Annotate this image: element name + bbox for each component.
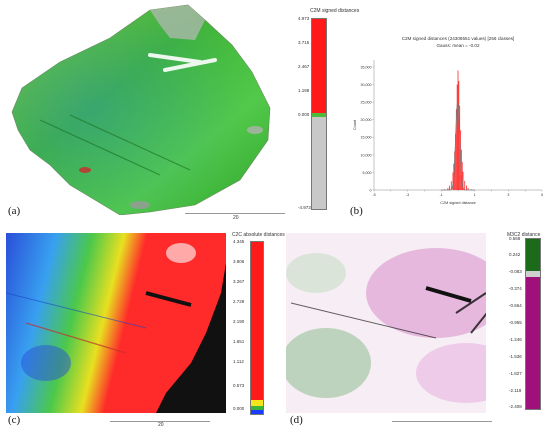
tick-d: -1.536 <box>509 354 522 359</box>
scalebar-c <box>250 241 264 415</box>
x-axis-label: C2M signed distance <box>440 201 475 205</box>
tick-c: 2.728 <box>233 299 245 304</box>
tick-a: 1.198 <box>298 88 310 93</box>
tick-d: 0.242 <box>509 252 521 257</box>
x-tick-label: -1 <box>440 193 443 197</box>
y-tick-label: 35,000 <box>361 65 372 69</box>
panel-c: C2C absolute distances 4.345 3.806 3.267… <box>0 228 285 437</box>
y-axis-label: Count <box>353 119 357 130</box>
gauss-curve <box>441 100 475 191</box>
tick-a: 3.715 <box>298 40 310 45</box>
histogram-bar <box>462 171 464 190</box>
scale-line-c <box>110 421 210 422</box>
histogram-bar <box>456 84 458 190</box>
x-tick-label: -5 <box>372 193 375 197</box>
tick-d: -2.408 <box>509 404 522 409</box>
point-cloud-d <box>286 233 502 413</box>
tick-a: 2.467 <box>298 64 310 69</box>
y-tick-label: 25,000 <box>361 101 372 105</box>
tick-d: -1.827 <box>509 371 522 376</box>
tick-d: -0.955 <box>509 320 522 325</box>
scale-line-d <box>392 421 492 422</box>
histogram-bar <box>458 81 460 190</box>
x-tick-label: 5 <box>541 193 543 197</box>
scalebar-title-d: M3C2 distance <box>507 232 541 238</box>
tick-a: -4.973 <box>298 205 311 210</box>
chart-title: C2M signed distances (24306551 values) [… <box>402 36 515 41</box>
tick-a: 4.973 <box>298 16 310 21</box>
point-cloud-c <box>6 233 226 413</box>
tick-c: 3.806 <box>233 259 245 264</box>
scalebar-a <box>311 18 327 210</box>
scalebar-c-green <box>251 406 263 410</box>
y-tick-label: 5,000 <box>363 171 372 175</box>
tick-d: -0.083 <box>509 269 522 274</box>
tick-c: 1.651 <box>233 339 245 344</box>
panel-label-a: (a) <box>8 205 21 217</box>
histogram-bar <box>461 161 463 190</box>
histogram-bar <box>459 105 461 190</box>
histogram-bar <box>447 187 449 190</box>
scalebar-a-green <box>312 113 326 117</box>
x-tick-label: 3 <box>507 193 509 197</box>
x-tick-label: 1 <box>474 193 476 197</box>
panel-a: C2M signed distances 4.973 3.715 2.467 1… <box>0 0 359 222</box>
tick-c: 1.112 <box>233 359 244 364</box>
scalebar-c-blue <box>251 410 263 414</box>
tick-c: 0.000 <box>233 406 245 411</box>
histogram-bar <box>454 151 456 190</box>
y-tick-label: 15,000 <box>361 136 372 140</box>
scalebar-a-gray <box>312 117 326 209</box>
histogram-bar <box>455 109 457 190</box>
scale-line-a <box>185 213 285 214</box>
scale-text-c: 20 <box>158 422 164 428</box>
tick-a: 0.000 <box>298 112 310 117</box>
panel-label-d: (d) <box>290 414 303 426</box>
histogram-b: C2M signed distances (24306551 values) [… <box>353 36 543 205</box>
tick-d: -0.374 <box>509 286 522 291</box>
tick-d: 0.568 <box>509 236 521 241</box>
tick-c: 2.190 <box>233 319 245 324</box>
histogram-bar <box>449 185 450 190</box>
chart-subtitle: Gauss: mean = -0.02 <box>436 43 479 48</box>
scalebar-d-magenta <box>526 277 540 409</box>
y-tick-label: 20,000 <box>361 118 372 122</box>
panel-d: M3C2 distance 0.568 0.242 -0.083 -0.374 … <box>282 228 550 437</box>
panel-label-b: (b) <box>350 205 363 217</box>
histogram-bar <box>457 70 459 190</box>
histogram-bar <box>466 185 467 190</box>
scalebar-title-a: C2M signed distances <box>310 8 360 14</box>
scale-text-a: 20 <box>233 215 239 221</box>
histogram-bar <box>455 133 456 190</box>
histogram-bar <box>464 180 466 190</box>
y-tick-label: 30,000 <box>361 83 372 87</box>
y-tick-label: 10,000 <box>361 153 372 157</box>
scalebar-c-yellow <box>251 400 263 406</box>
panel-label-c: (c) <box>8 414 21 426</box>
scalebar-d-gray <box>526 271 540 277</box>
scalebar-d <box>525 238 541 410</box>
histogram-bar <box>450 181 452 190</box>
scalebar-c-red <box>251 242 263 400</box>
scalebar-a-red <box>312 19 326 113</box>
scalebar-title-c: C2C absolute distances <box>232 232 285 238</box>
x-tick-label: -3 <box>406 193 409 197</box>
tick-c: 4.345 <box>233 239 245 244</box>
tick-c: 3.267 <box>233 279 245 284</box>
tick-d: -1.246 <box>509 337 522 342</box>
point-cloud-a <box>11 4 271 215</box>
tick-d: -0.664 <box>509 303 522 308</box>
panel-b: C2M signed distances (24306551 values) [… <box>342 30 550 222</box>
y-tick-label: 0 <box>370 188 372 192</box>
tick-c: 0.573 <box>233 383 245 388</box>
scalebar-d-green <box>526 239 540 271</box>
tick-d: -2.118 <box>509 388 522 393</box>
histogram-bar <box>467 187 469 190</box>
